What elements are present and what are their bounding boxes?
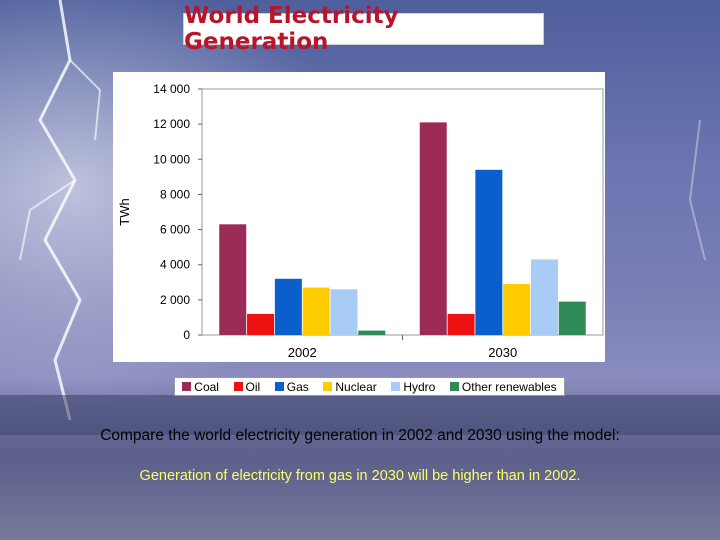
legend-label: Gas bbox=[286, 379, 309, 394]
y-tick-label: 10 000 bbox=[153, 152, 190, 166]
legend-label: Oil bbox=[245, 379, 261, 394]
y-tick-label: 8 000 bbox=[160, 187, 190, 201]
legend-swatch bbox=[323, 382, 333, 391]
legend-label: Hydro bbox=[403, 379, 436, 394]
legend-item: Coal bbox=[182, 380, 219, 394]
slide-title-box: World Electricity Generation bbox=[183, 3, 544, 55]
bar-coal-2030 bbox=[419, 122, 447, 335]
legend-item: Gas bbox=[274, 379, 309, 394]
water-band bbox=[0, 435, 720, 540]
y-tick-label: 4 000 bbox=[160, 258, 190, 272]
bar-hydro-2002 bbox=[330, 289, 358, 335]
bar-other-renewables-2030 bbox=[558, 301, 586, 335]
bar-hydro-2030 bbox=[530, 259, 558, 335]
legend-label: Other renewables bbox=[461, 379, 557, 394]
y-tick-label: 14 000 bbox=[153, 82, 190, 96]
x-tick-label: 2002 bbox=[288, 345, 317, 360]
bar-chart: 0 2 000 4 000 6 000 8 000 10 000 12 000 14 000 T… bbox=[117, 82, 604, 360]
bar-oil-2030 bbox=[447, 313, 475, 335]
y-tick-label: 6 000 bbox=[160, 223, 190, 237]
lightning-branch-2 bbox=[19, 179, 76, 261]
bar-other-renewables-2002 bbox=[358, 330, 386, 335]
legend-label: Nuclear bbox=[335, 379, 377, 394]
y-tick-label: 0 bbox=[183, 328, 190, 342]
legend-swatch bbox=[449, 382, 459, 391]
legend-swatch bbox=[391, 382, 401, 391]
bar-gas-2030 bbox=[475, 169, 503, 335]
legend-item: Other renewables bbox=[449, 379, 557, 394]
bar-gas-2002 bbox=[274, 278, 302, 335]
legend-swatch bbox=[274, 382, 284, 391]
legend-item: Hydro bbox=[391, 380, 435, 394]
caption-answer: Generation of electricity from gas in 20… bbox=[139, 468, 581, 484]
legend-item: Nuclear bbox=[323, 379, 377, 394]
bar-nuclear-2030 bbox=[503, 284, 531, 335]
chart-legend: Coal Oil Gas Nuclear Hydro Other renewables bbox=[174, 377, 565, 396]
lightning-bolt-right bbox=[688, 119, 706, 261]
y-tick-label: 2 000 bbox=[160, 293, 190, 307]
caption-question: Compare the world electricity generation… bbox=[100, 427, 620, 444]
legend-item: Oil bbox=[233, 379, 261, 394]
slide-title: World Electricity Generation bbox=[184, 3, 399, 55]
chart-panel: 0 2 000 4 000 6 000 8 000 10 000 12 000 14 000 T… bbox=[113, 72, 605, 362]
lightning-bolt bbox=[38, 0, 82, 421]
legend-label: Coal bbox=[194, 379, 219, 394]
bar-nuclear-2002 bbox=[302, 287, 330, 335]
legend-swatch bbox=[182, 382, 192, 391]
y-axis-label: TWh bbox=[117, 198, 132, 225]
legend-swatch bbox=[233, 382, 243, 391]
lightning-branch bbox=[69, 59, 102, 141]
y-tick-label: 12 000 bbox=[153, 117, 190, 131]
x-tick-label: 2030 bbox=[488, 345, 517, 360]
bar-oil-2002 bbox=[247, 313, 275, 335]
bar-coal-2002 bbox=[219, 224, 247, 335]
